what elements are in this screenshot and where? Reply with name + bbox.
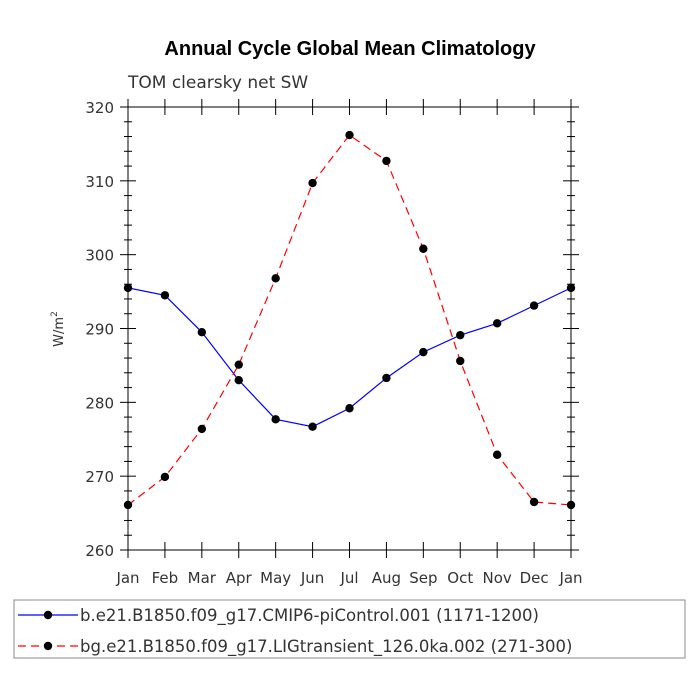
y-tick-label: 260 — [85, 542, 114, 560]
x-tick-label: Dec — [520, 569, 549, 587]
data-point — [345, 130, 354, 140]
x-tick-label: Nov — [483, 569, 512, 587]
x-tick-label: Mar — [188, 569, 217, 587]
series-2 — [123, 130, 576, 510]
x-tick-label: Apr — [226, 569, 253, 587]
series-group — [123, 130, 576, 510]
y-tick-labels: 260 270 280 290 300 310 320 — [85, 99, 114, 560]
tick-marks — [120, 99, 579, 558]
legend-label: bg.e21.B1850.f09_g17.LIGtransient_126.0k… — [80, 637, 573, 657]
data-point — [419, 347, 428, 357]
series-1 — [123, 283, 576, 431]
legend: b.e21.B1850.f09_g17.CMIP6-piControl.001 … — [18, 606, 573, 657]
data-point — [123, 500, 133, 510]
chart-title: Annual Cycle Global Mean Climatology — [164, 38, 536, 60]
y-tick-label: 310 — [85, 173, 114, 191]
data-point — [345, 404, 354, 413]
data-point — [271, 415, 280, 424]
data-point — [308, 422, 317, 431]
data-point — [234, 375, 243, 385]
data-point — [197, 327, 207, 337]
data-point — [382, 156, 391, 166]
x-tick-label: Jun — [300, 569, 324, 587]
y-tick-label: 320 — [85, 99, 114, 117]
y-axis-label-superscript: 2 — [50, 311, 60, 317]
data-point — [160, 472, 170, 482]
y-tick-label: 280 — [85, 394, 114, 412]
data-point — [529, 301, 539, 310]
legend-marker — [43, 610, 53, 620]
data-point — [566, 283, 576, 293]
data-point — [529, 497, 539, 507]
chart-subtitle: TOM clearsky net SW — [127, 73, 308, 93]
x-tick-label: Aug — [372, 569, 401, 587]
legend-marker — [43, 641, 53, 651]
data-point — [492, 450, 502, 459]
plot-area — [127, 106, 572, 551]
data-point — [160, 291, 170, 300]
data-point — [308, 178, 317, 188]
data-point — [123, 283, 133, 293]
y-axis-label: W/m2 — [50, 311, 67, 347]
y-tick-label: 300 — [85, 247, 114, 265]
legend-label: b.e21.B1850.f09_g17.CMIP6-piControl.001 … — [80, 606, 539, 626]
legend-box — [13, 599, 686, 659]
y-axis-label-text: W/m — [52, 317, 67, 347]
x-tick-label: Jan — [558, 569, 582, 587]
x-tick-label: Sep — [409, 569, 437, 587]
data-point — [234, 360, 243, 369]
data-point — [419, 244, 428, 253]
data-point — [382, 373, 391, 383]
x-tick-labels: Jan Feb Mar Apr May Jun Jul Aug Sep Oct Nov Dec Jan — [115, 569, 582, 587]
data-point — [492, 319, 502, 328]
x-tick-label: Oct — [447, 569, 473, 587]
data-point — [456, 330, 465, 340]
x-tick-label: Jul — [339, 569, 358, 587]
x-tick-label: Jan — [115, 569, 139, 587]
y-tick-label: 270 — [85, 468, 114, 486]
data-point — [456, 356, 465, 366]
x-tick-label: Feb — [152, 569, 179, 587]
x-tick-label: May — [260, 569, 291, 587]
data-point — [197, 424, 207, 434]
data-point — [271, 274, 280, 283]
data-point — [566, 500, 576, 510]
y-tick-label: 290 — [85, 321, 114, 339]
